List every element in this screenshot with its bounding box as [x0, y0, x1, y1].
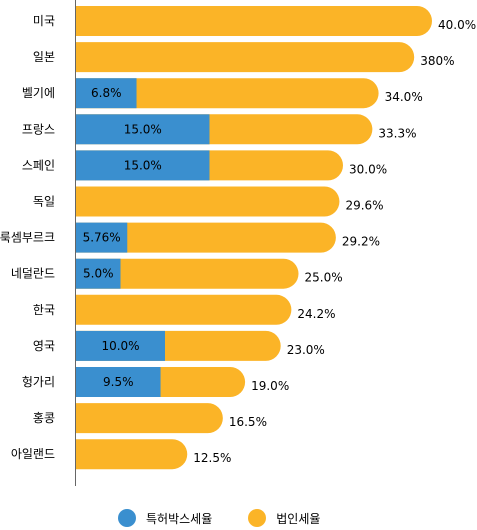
corporate-value-label: 24.2%	[297, 307, 335, 321]
corporate-value-label: 30.0%	[349, 162, 387, 176]
patent-box-value-label: 5.76%	[83, 231, 121, 245]
category-label: 독일	[33, 195, 55, 209]
category-label: 프랑스	[22, 122, 55, 136]
category-label: 벨기에	[22, 86, 55, 100]
legend-label-corporate: 법인세율	[276, 511, 321, 526]
legend-swatch-corporate	[248, 509, 267, 527]
bar-corporate-tax	[76, 42, 415, 73]
bar-corporate-tax	[76, 439, 188, 470]
corporate-value-label: 40.0%	[438, 18, 476, 32]
bar-corporate-tax	[76, 78, 379, 109]
category-label: 미국	[33, 14, 55, 28]
category-label: 영국	[33, 339, 55, 353]
corporate-value-label: 16.5%	[229, 415, 267, 429]
category-label: 한국	[33, 303, 55, 317]
patent-box-value-label: 5.0%	[83, 267, 114, 281]
corporate-value-label: 29.2%	[342, 235, 380, 249]
corporate-value-label: 23.0%	[287, 343, 325, 357]
category-label: 스페인	[22, 158, 55, 172]
bar-patent-box	[76, 222, 128, 253]
corporate-value-label: 19.0%	[251, 379, 289, 393]
bar-corporate-tax	[76, 6, 432, 36]
corporate-value-label: 380%	[420, 54, 454, 68]
category-label: 룩셈부르크	[0, 231, 55, 245]
category-label: 네덜란드	[11, 267, 55, 281]
patent-box-value-label: 9.5%	[103, 375, 134, 389]
bar-patent-box	[76, 114, 210, 145]
category-label: 일본	[33, 50, 55, 64]
patent-box-value-label: 15.0%	[124, 122, 162, 136]
bar-patent-box	[76, 258, 121, 289]
bar-corporate-tax	[76, 222, 336, 253]
bar-corporate-tax	[76, 403, 223, 434]
corporate-value-label: 34.0%	[385, 90, 423, 104]
bar-patent-box	[76, 78, 137, 109]
corporate-value-label: 25.0%	[305, 271, 343, 285]
corporate-value-label: 12.5%	[193, 451, 231, 465]
legend: 특허박스세율 법인세율	[118, 509, 356, 527]
bar-patent-box	[76, 150, 210, 181]
patent-box-value-label: 10.0%	[101, 339, 139, 353]
patent-box-value-label: 15.0%	[124, 158, 162, 172]
bar-corporate-tax	[76, 294, 292, 325]
bar-corporate-tax	[76, 186, 340, 217]
patent-box-value-label: 6.8%	[91, 86, 122, 100]
category-label: 아일랜드	[11, 447, 55, 461]
legend-swatch-patent-box	[118, 509, 136, 527]
bar-patent-box	[76, 330, 165, 361]
category-label: 헝가리	[22, 375, 55, 389]
corporate-value-label: 33.3%	[378, 126, 416, 140]
bar-corporate-tax	[76, 258, 299, 289]
corporate-value-label: 29.6%	[345, 199, 383, 213]
category-label: 홍콩	[33, 411, 55, 425]
legend-item-patent-box: 특허박스세율	[118, 509, 212, 527]
legend-item-corporate: 법인세율	[248, 509, 320, 527]
legend-label-patent-box: 특허박스세율	[146, 511, 213, 526]
bar-patent-box	[76, 367, 161, 397]
